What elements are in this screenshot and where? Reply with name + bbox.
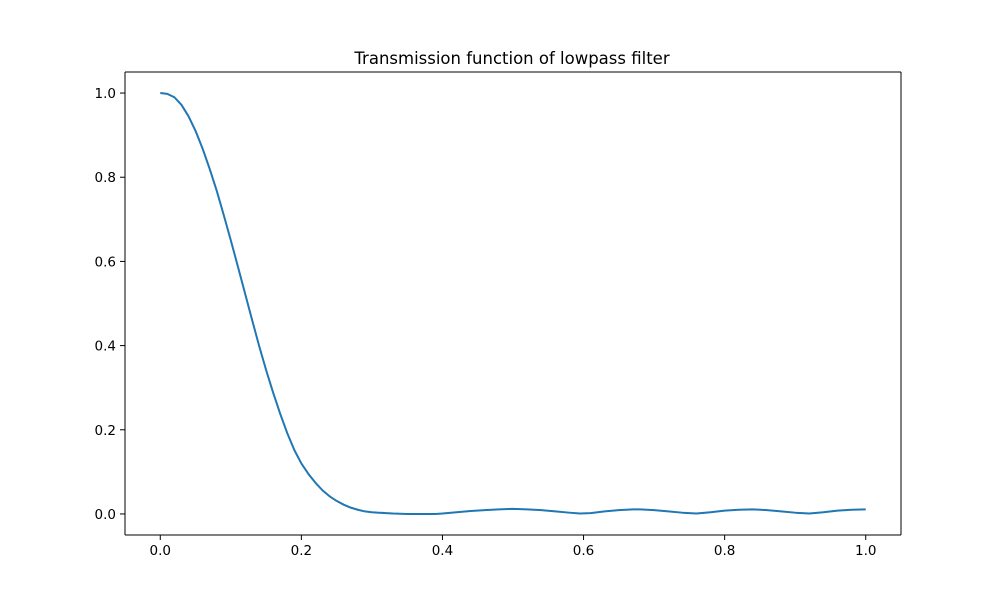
y-tick-label: 0.2 [95, 423, 116, 439]
x-tick-label: 0.0 [150, 543, 171, 559]
chart-title: Transmission function of lowpass filter [353, 49, 669, 68]
y-tick-label: 0.0 [95, 507, 116, 523]
y-tick-label: 0.4 [95, 339, 116, 355]
x-tick-label: 0.8 [714, 543, 735, 559]
y-tick-label: 0.6 [95, 254, 116, 270]
plot-layer [160, 92, 866, 515]
x-tick-label: 0.4 [432, 543, 453, 559]
x-tick-label: 0.6 [573, 543, 594, 559]
y-tick-label: 0.8 [95, 170, 116, 186]
axes-layer: 0.0 0.2 0.4 0.6 0.8 1.0 0.0 0.2 0.4 0.6 0.8 1.0 [95, 71, 902, 559]
series-line-0 [160, 92, 866, 515]
x-tick-label: 0.2 [291, 543, 312, 559]
y-tick-label: 1.0 [95, 86, 116, 102]
x-tick-label: 1.0 [855, 543, 876, 559]
